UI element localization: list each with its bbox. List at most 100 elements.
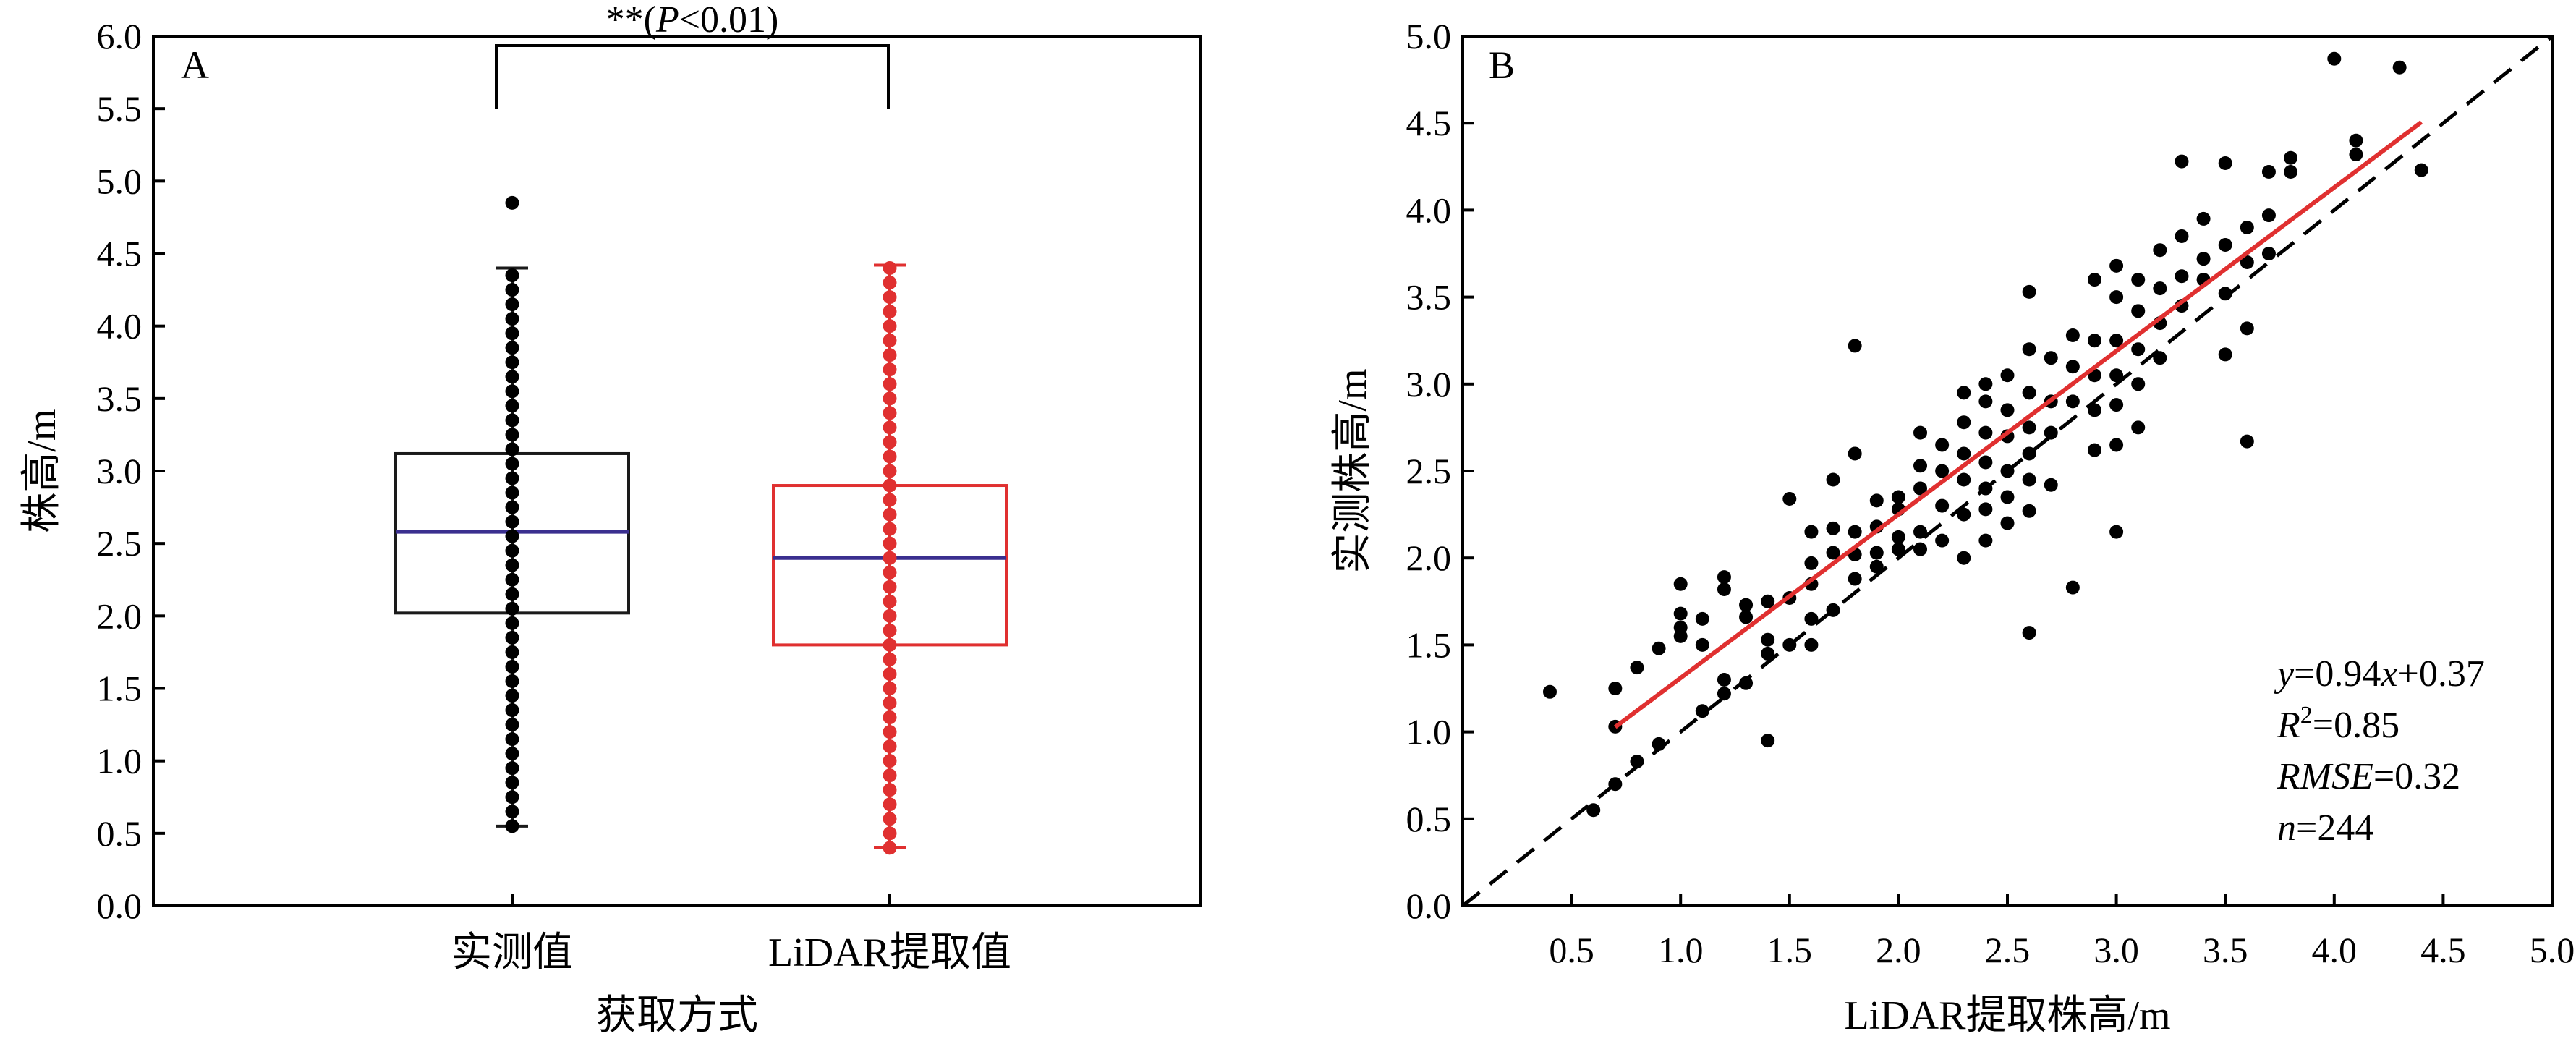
scatter-point <box>2109 334 2124 348</box>
scatter-point <box>2175 154 2189 169</box>
y-tick-label: 2.0 <box>1406 538 1452 578</box>
scatter-point <box>2087 443 2101 457</box>
data-point <box>505 732 519 747</box>
scatter-point <box>1673 629 1688 643</box>
scatter-point <box>1913 459 1928 473</box>
scatter-point <box>2044 478 2058 492</box>
data-point <box>883 334 897 348</box>
scatter-point <box>2109 438 2124 452</box>
y-tick-label: 5.0 <box>97 161 143 201</box>
scatter-point <box>2065 394 2080 409</box>
data-point <box>883 565 897 580</box>
scatter-point <box>2022 420 2036 435</box>
scatter-point <box>2065 328 2080 342</box>
data-point <box>883 348 897 362</box>
data-point <box>505 399 519 413</box>
data-point <box>505 587 519 601</box>
data-point <box>883 768 897 783</box>
panel-b-x-axis-title: LiDAR提取株高/m <box>1844 993 2170 1038</box>
significance-label: **(P<0.01) <box>606 0 779 41</box>
y-tick-label: 3.5 <box>1406 277 1452 318</box>
scatter-point <box>2349 133 2363 148</box>
scatter-point <box>1848 339 1862 353</box>
rmse: RMSE=0.32 <box>2277 756 2460 797</box>
scatter-point <box>2000 403 2015 417</box>
data-point <box>883 826 897 841</box>
data-point <box>883 305 897 319</box>
scatter-point <box>2218 237 2232 252</box>
scatter-point <box>2218 156 2232 170</box>
scatter-point <box>2261 208 2276 223</box>
scatter-point <box>1761 594 1775 608</box>
data-point <box>883 608 897 623</box>
scatter-point <box>1935 464 1950 478</box>
scatter-point <box>1935 533 1950 548</box>
scatter-point <box>1913 542 1928 556</box>
data-point <box>883 290 897 305</box>
scatter-point <box>1826 521 1840 535</box>
scatter-point <box>1869 493 1884 508</box>
scatter-point <box>2284 150 2298 165</box>
scatter-point <box>2240 220 2254 234</box>
scatter-point <box>1652 641 1666 655</box>
data-point <box>883 725 897 739</box>
scatter-point <box>2218 287 2232 301</box>
scatter-point <box>1542 684 1557 699</box>
scatter-point <box>1935 498 1950 513</box>
scatter-point <box>2044 351 2058 365</box>
data-point <box>505 413 519 428</box>
scatter-point <box>1761 632 1775 647</box>
scatter-point <box>1978 394 1993 409</box>
data-point <box>505 718 519 732</box>
scatter-point <box>1891 490 1905 504</box>
scatter-point <box>1826 546 1840 560</box>
data-point <box>883 522 897 536</box>
scatter-point <box>1957 507 1971 522</box>
scatter-point <box>2131 304 2146 318</box>
regression-line-segment <box>1614 120 2423 729</box>
scatter-point <box>2175 269 2189 284</box>
panel-a-y-axis-title: 株高/m <box>20 409 64 532</box>
scatter-point <box>1782 491 1797 506</box>
data-point <box>505 645 519 659</box>
scatter-point <box>2109 258 2124 273</box>
scatter-point <box>2109 368 2124 383</box>
data-point <box>505 312 519 326</box>
x-tick-label: 2.0 <box>1876 930 1921 970</box>
x-tick-label: 4.0 <box>2312 930 2358 970</box>
y-tick-label: 1.5 <box>97 669 143 709</box>
data-point <box>505 384 519 399</box>
panel-a-plot-frame <box>152 35 1202 907</box>
panel-a-boxplot: A 0.0 0.5 1.0 1.5 2.0 2.5 3.0 3.5 4.0 4.5 5.0 5.5 6.… <box>20 0 1202 1038</box>
scatter-point <box>1608 777 1623 792</box>
scatter-point <box>2349 147 2363 161</box>
data-point <box>505 747 519 761</box>
scatter-point <box>2022 284 2036 299</box>
panel-a-tag: A <box>181 43 209 87</box>
data-point <box>505 703 519 718</box>
x-tick-label: 1.5 <box>1767 930 1813 970</box>
scatter-point <box>2196 252 2211 266</box>
data-point <box>883 551 897 565</box>
data-point <box>505 370 519 384</box>
fit-statistics: y=0.94x+0.37 R2=0.85 RMSE=0.32 n=244 <box>2274 653 2485 849</box>
scatter-point <box>1913 525 1928 539</box>
scatter-point <box>2022 342 2036 357</box>
data-point <box>883 420 897 435</box>
data-point <box>505 500 519 514</box>
scatter-point <box>1978 481 1993 496</box>
scatter-point <box>1848 525 1862 539</box>
scatter-point <box>1630 754 1644 768</box>
data-point <box>505 268 519 283</box>
data-point <box>505 543 519 558</box>
box-lidar <box>772 261 1008 855</box>
regression-line <box>1614 120 2423 729</box>
scatter-point <box>1586 803 1601 818</box>
scatter-point <box>1913 481 1928 496</box>
scatter-point <box>2392 60 2407 75</box>
data-point <box>883 682 897 695</box>
scatter-point <box>2153 281 2167 296</box>
scatter-point <box>2327 51 2342 66</box>
scatter-point <box>1804 611 1819 626</box>
